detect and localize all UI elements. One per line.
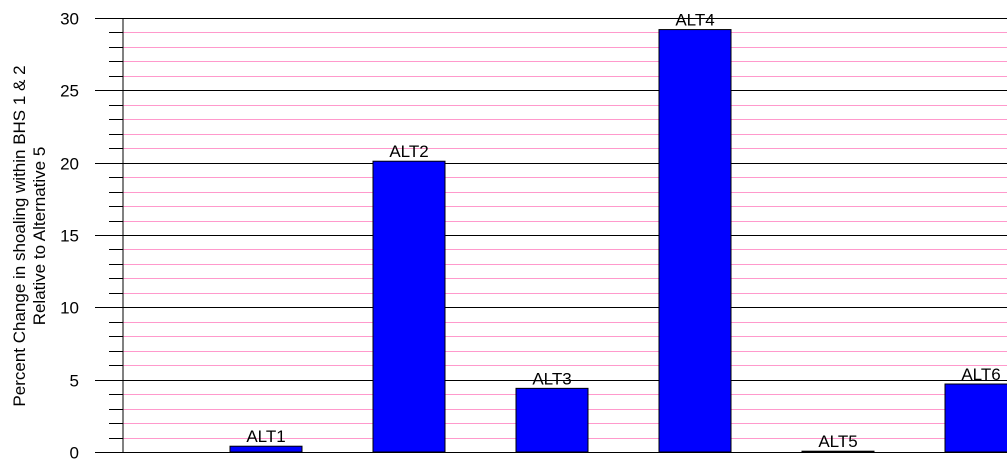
bar-alt2 bbox=[372, 160, 446, 453]
data-label-alt1: ALT1 bbox=[246, 427, 285, 446]
bar-alt6 bbox=[944, 383, 1007, 453]
bar-alt5 bbox=[801, 450, 875, 453]
y-tick-label: 25 bbox=[60, 82, 79, 101]
data-label-alt4: ALT4 bbox=[675, 11, 714, 30]
y-axis-label-line-2: Relative to Alternative 5 bbox=[30, 147, 49, 326]
data-label-alt2: ALT2 bbox=[389, 142, 428, 161]
y-tick-label: 0 bbox=[70, 444, 79, 462]
bar-alt4 bbox=[658, 29, 732, 453]
y-tick-label: 30 bbox=[60, 10, 79, 29]
y-tick-label: 15 bbox=[60, 227, 79, 246]
data-label-alt6: ALT6 bbox=[961, 365, 1000, 384]
bar-alt1 bbox=[229, 445, 303, 453]
bars bbox=[229, 29, 1007, 453]
data-labels: ALT1 ALT2 ALT3 ALT4 ALT5 ALT6 bbox=[246, 11, 1000, 452]
y-tick-label: 5 bbox=[70, 372, 79, 391]
y-tick-labels: 0 5 10 15 20 25 30 bbox=[60, 10, 79, 462]
y-tick-label: 10 bbox=[60, 299, 79, 318]
data-label-alt5: ALT5 bbox=[818, 432, 857, 451]
y-axis-label-line-1: Percent Change in shoaling within BHS 1 … bbox=[10, 65, 29, 406]
bar-alt3 bbox=[515, 387, 589, 453]
minor-gridlines bbox=[123, 32, 1007, 439]
y-axis bbox=[95, 18, 124, 453]
y-tick-label: 20 bbox=[60, 155, 79, 174]
data-label-alt3: ALT3 bbox=[532, 369, 571, 388]
